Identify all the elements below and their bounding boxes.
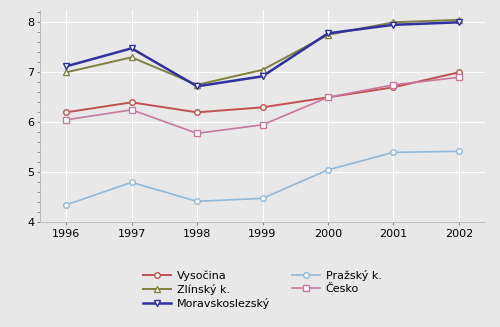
Legend: Vysočina, Zlínský k., Moravskoslezský, Pražský k., Česko: Vysočina, Zlínský k., Moravskoslezský, P… bbox=[140, 266, 385, 313]
